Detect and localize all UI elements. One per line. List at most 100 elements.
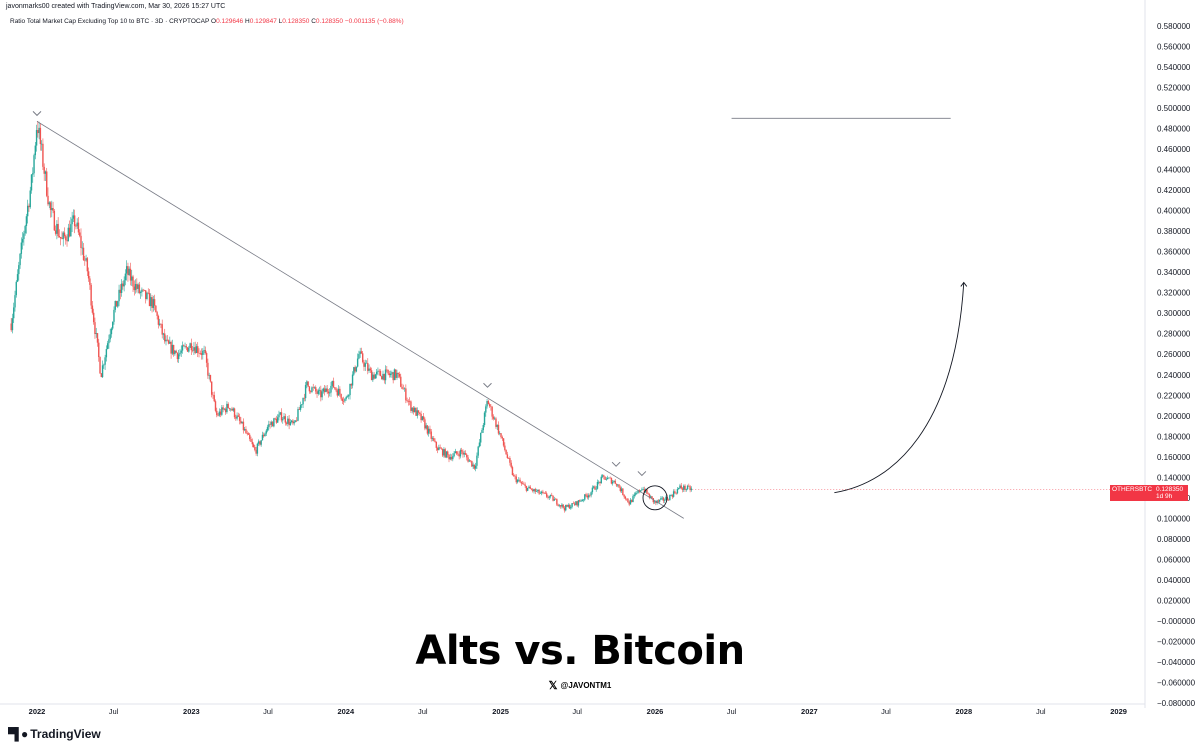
candle-body — [438, 447, 440, 451]
candle-body — [331, 380, 333, 386]
candle-body — [208, 374, 210, 376]
candle-body — [132, 276, 134, 287]
candle-body — [303, 397, 306, 399]
candle-body — [110, 328, 113, 335]
candle-body — [577, 500, 580, 506]
candle-body — [297, 409, 299, 421]
candle-body — [576, 501, 578, 506]
candle-body — [123, 280, 125, 287]
candle-body — [89, 278, 91, 285]
author-handle-text: @JAVONTM1 — [560, 681, 612, 690]
candle-body — [175, 350, 177, 353]
candle-body — [623, 494, 625, 497]
candle-body — [203, 350, 205, 351]
candle-body — [142, 289, 144, 291]
candle-body — [151, 297, 153, 308]
candle-body — [21, 239, 24, 243]
candle-body — [513, 474, 515, 476]
candle-body — [455, 451, 458, 454]
candle-body — [94, 322, 96, 335]
candle-body — [198, 352, 200, 354]
candle-body — [227, 403, 229, 408]
candle-body — [679, 485, 681, 489]
candle-body — [23, 233, 25, 240]
candle-body — [115, 300, 118, 307]
candle-body — [46, 171, 48, 196]
candle-body — [313, 387, 316, 388]
candle-body — [56, 223, 58, 234]
x-tick-label: 2026 — [647, 707, 664, 716]
candle-body — [594, 486, 596, 490]
candle-body — [174, 350, 176, 355]
candle-body — [254, 446, 256, 450]
y-tick-label: 0.200000 — [1157, 412, 1191, 421]
candle-body — [524, 484, 526, 487]
candle-body — [91, 305, 94, 313]
x-tick-label: Jul — [1036, 707, 1046, 716]
candle-body — [392, 372, 394, 381]
candle-body — [13, 307, 15, 319]
candle-body — [672, 491, 675, 497]
candle-body — [230, 408, 232, 410]
candle-body — [443, 449, 445, 456]
candle-body — [216, 410, 218, 416]
candle-body — [675, 492, 677, 494]
candle-body — [389, 373, 392, 376]
candle-body — [688, 485, 690, 487]
candle-body — [384, 369, 387, 381]
y-tick-label: −0.000000 — [1157, 617, 1196, 626]
candle-body — [367, 362, 369, 371]
candle-body — [613, 480, 615, 482]
candle-body — [658, 499, 661, 502]
candle-body — [585, 494, 587, 496]
candle-body — [466, 454, 468, 458]
annotations-layer — [32, 111, 1110, 519]
candle-body — [190, 343, 193, 351]
candle-body — [348, 395, 350, 397]
candle-body — [422, 416, 425, 420]
candle-body — [425, 425, 427, 429]
x-tick-label: Jul — [727, 707, 737, 716]
candle-body — [504, 445, 506, 450]
candle-body — [651, 496, 653, 499]
candle-body — [427, 428, 430, 434]
y-tick-label: 0.180000 — [1157, 432, 1191, 441]
candle-body — [137, 284, 139, 289]
candle-body — [200, 353, 203, 355]
candle-body — [289, 422, 292, 426]
price-tag-timer: 1d 9h — [1156, 493, 1173, 500]
x-tick-label: Jul — [572, 707, 582, 716]
candle-body — [249, 434, 251, 440]
candle-body — [499, 433, 501, 434]
candle-body — [339, 388, 341, 395]
x-tick-label: 2023 — [183, 707, 200, 716]
candle-body — [235, 417, 237, 419]
candle-body — [65, 236, 67, 241]
tradingview-logo[interactable]: ▀▌● TradingView — [8, 727, 101, 741]
candle-body — [575, 501, 577, 505]
candle-body — [487, 401, 490, 405]
candle-body — [435, 441, 438, 448]
candle-body — [493, 418, 496, 420]
candle-body — [490, 406, 492, 407]
candle-body — [356, 358, 359, 367]
candle-body — [306, 381, 308, 386]
candle-body — [444, 449, 446, 458]
candle-body — [39, 127, 42, 145]
candle-body — [11, 318, 14, 331]
candle-body — [403, 388, 406, 390]
candle-body — [16, 274, 19, 282]
candle-body — [113, 309, 115, 322]
candle-body — [273, 418, 275, 427]
peak-marker-icon — [611, 461, 621, 467]
candle-body — [381, 376, 383, 380]
candle-body — [509, 457, 511, 463]
candles-layer — [10, 121, 693, 513]
candle-body — [167, 340, 170, 344]
candle-body — [636, 492, 638, 494]
last-price-tag: OTHERSBTC 0.128350 1d 9h — [1110, 485, 1188, 501]
candle-body — [221, 407, 223, 415]
y-tick-label: 0.480000 — [1157, 125, 1191, 134]
candle-body — [263, 434, 265, 437]
